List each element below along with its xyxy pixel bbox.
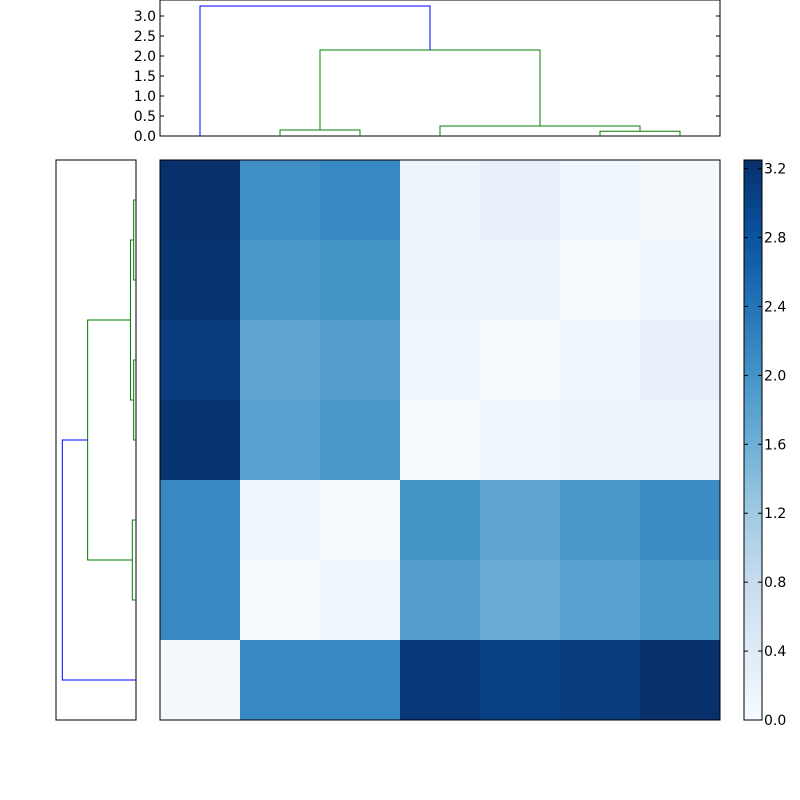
top-dendrogram-frame [159, 0, 721, 137]
heatmap-cell [240, 240, 321, 321]
left-dendrogram-link [133, 199, 136, 281]
colorbar-tick-label: 0.0 [764, 713, 786, 729]
heatmap-cell [240, 320, 321, 401]
heatmap-cell [320, 640, 401, 721]
colorbar-tick-label: 2.0 [764, 368, 786, 384]
heatmap-cell [560, 640, 641, 721]
heatmap-cell [480, 480, 561, 561]
colorbar-tick-label: 1.6 [764, 437, 786, 453]
colorbar-tick-label: 2.4 [764, 299, 786, 315]
heatmap-cell [320, 160, 401, 241]
heatmap-cell [560, 320, 641, 401]
colorbar: 0.0 0.4 0.8 1.2 1.6 2.0 2.4 2.8 3.2 [743, 159, 786, 729]
heatmap-cell [320, 240, 401, 321]
heatmap-cell [560, 480, 641, 561]
colorbar-gradient [743, 159, 763, 721]
colorbar-tick-label: 2.8 [764, 231, 786, 247]
left-dendrogram-link [61, 439, 136, 681]
top-dendrogram-tick-label: 2.5 [134, 29, 156, 45]
heatmap-cell [320, 560, 401, 641]
heatmap [159, 159, 721, 721]
heatmap-cell [640, 160, 721, 241]
heatmap-cell [320, 480, 401, 561]
heatmap-cell [400, 320, 481, 401]
heatmap-cell [400, 640, 481, 721]
heatmap-cell [240, 400, 321, 481]
heatmap-cell [480, 560, 561, 641]
heatmap-cell [240, 480, 321, 561]
heatmap-cell [480, 400, 561, 481]
heatmap-cell [400, 240, 481, 321]
heatmap-cell [160, 160, 241, 241]
top-dendrogram-tick-label: 2.0 [134, 49, 156, 65]
left-dendrogram-link [131, 519, 136, 601]
heatmap-cell [640, 560, 721, 641]
top-dendrogram: 0.0 0.5 1.0 1.5 2.0 2.5 3.0 [134, 0, 721, 145]
heatmap-cell [400, 400, 481, 481]
heatmap-cell [640, 400, 721, 481]
heatmap-cell [160, 480, 241, 561]
heatmap-cell [640, 320, 721, 401]
top-dendrogram-tick-label: 3.0 [134, 9, 156, 25]
heatmap-cell [480, 320, 561, 401]
left-dendrogram-link [129, 239, 134, 401]
top-dendrogram-tick-label: 1.5 [134, 69, 156, 85]
top-dendrogram-tick-label: 0.0 [134, 129, 156, 145]
heatmap-cell [160, 640, 241, 721]
top-dendrogram-link [599, 130, 681, 136]
heatmap-cell [320, 320, 401, 401]
colorbar-tick-label: 0.4 [764, 644, 786, 660]
heatmap-cell [640, 240, 721, 321]
left-dendrogram [55, 159, 137, 721]
heatmap-cell [560, 160, 641, 241]
top-dendrogram-tick-label: 1.0 [134, 89, 156, 105]
top-dendrogram-link [319, 49, 541, 130]
heatmap-cell [480, 640, 561, 721]
heatmap-cell [160, 560, 241, 641]
heatmap-cell [400, 560, 481, 641]
heatmap-cell [560, 560, 641, 641]
heatmap-cell [160, 320, 241, 401]
top-dendrogram-link [279, 129, 361, 136]
heatmap-cell [240, 160, 321, 241]
colorbar-tick-label: 0.8 [764, 575, 786, 591]
heatmap-cell [400, 480, 481, 561]
heatmap-cell [640, 640, 721, 721]
heatmap-cell [240, 560, 321, 641]
top-dendrogram-link [199, 5, 431, 136]
top-dendrogram-tick-label: 0.5 [134, 109, 156, 125]
heatmap-cell [240, 640, 321, 721]
colorbar-tick-label: 1.2 [764, 506, 786, 522]
left-dendrogram-link [133, 359, 136, 441]
colorbar-tick-label: 3.2 [764, 162, 786, 178]
heatmap-cell [640, 480, 721, 561]
heatmap-cell [320, 400, 401, 481]
heatmap-cell [480, 160, 561, 241]
heatmap-frame [159, 159, 721, 721]
heatmap-cell [560, 400, 641, 481]
heatmap-cell [400, 160, 481, 241]
heatmap-cell [560, 240, 641, 321]
heatmap-cell [160, 400, 241, 481]
left-dendrogram-link [87, 319, 133, 561]
heatmap-cell [480, 240, 561, 321]
heatmap-cell [160, 240, 241, 321]
